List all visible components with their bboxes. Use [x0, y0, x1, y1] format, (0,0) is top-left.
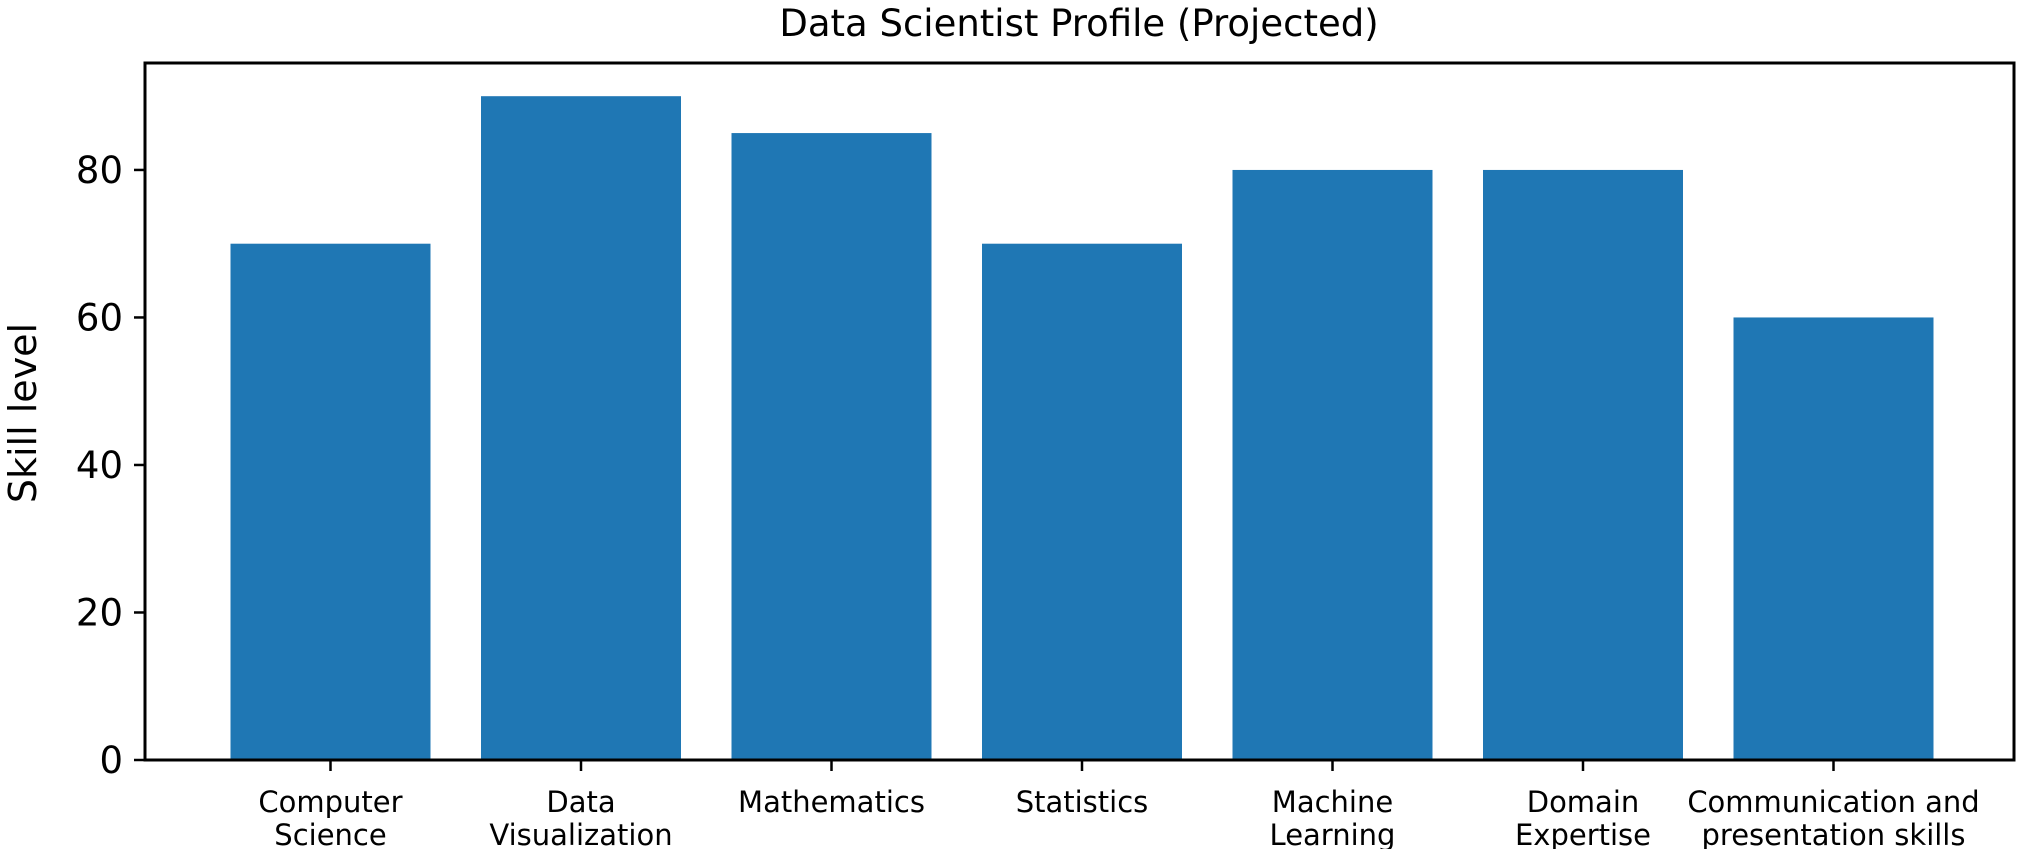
plot-area-frame [143, 61, 2016, 762]
bar-1 [481, 96, 681, 760]
x-tick-label-line: Visualization [489, 818, 672, 849]
x-tick-label-line: presentation skills [1702, 818, 1966, 849]
x-tick-label-line: Mathematics [738, 785, 925, 819]
x-tick-label-line: Science [274, 818, 386, 849]
y-tick-label-3: 60 [76, 296, 123, 339]
bar-3 [982, 243, 1182, 760]
chart-title: Data Scientist Profile (Projected) [779, 2, 1378, 45]
x-tick-label-line: Data [546, 785, 615, 819]
y-tick-label-0: 0 [99, 739, 123, 782]
x-tick-label-6: Communication and presentation skills [1687, 785, 1979, 849]
y-tick-label-1: 20 [76, 591, 123, 634]
y-tick-label-4: 80 [76, 149, 123, 192]
x-tick-label-3: Statistics [1016, 785, 1149, 819]
bar-6 [1733, 317, 1934, 760]
x-tick-label-2: Mathematics [738, 785, 925, 819]
bar-0 [230, 243, 431, 760]
x-tick-label-1: Data Visualization [489, 785, 672, 849]
x-tick-label-0: Computer Science [258, 785, 402, 849]
x-tick-label-5: Domain Expertise [1515, 785, 1651, 849]
x-tick-label-line: Learning [1270, 818, 1396, 849]
bar-4 [1232, 169, 1433, 760]
x-tick-label-line: Statistics [1016, 785, 1149, 819]
bar-5 [1483, 169, 1683, 760]
x-tick-label-line: Expertise [1515, 818, 1651, 849]
x-tick-label-4: Machine Learning [1270, 785, 1396, 849]
x-axis-ticks: Computer Science Data Visualization Mathemat… [258, 760, 1980, 849]
x-tick-label-line: Domain [1527, 785, 1640, 819]
x-tick-label-line: Communication and [1687, 785, 1979, 819]
y-axis-label: Skill level [1, 323, 45, 503]
bars-layer [230, 96, 1934, 760]
x-tick-label-line: Computer [258, 785, 402, 819]
x-tick-label-line: Machine [1272, 785, 1393, 819]
bar-2 [731, 133, 932, 760]
y-tick-label-2: 40 [76, 444, 123, 487]
y-axis-ticks: 0 20 40 60 80 [76, 149, 145, 782]
